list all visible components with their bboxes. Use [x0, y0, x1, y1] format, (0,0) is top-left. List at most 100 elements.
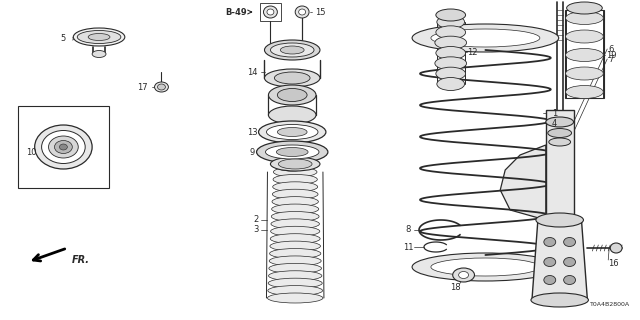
Ellipse shape: [276, 148, 308, 156]
Text: T0A4B2800A: T0A4B2800A: [590, 301, 630, 307]
Ellipse shape: [266, 145, 319, 159]
Text: 7: 7: [608, 54, 614, 63]
Ellipse shape: [566, 85, 604, 99]
Ellipse shape: [269, 263, 321, 273]
Polygon shape: [532, 220, 588, 300]
Ellipse shape: [275, 159, 310, 171]
Ellipse shape: [544, 258, 556, 267]
Ellipse shape: [273, 167, 317, 177]
Text: 9: 9: [250, 148, 255, 156]
Ellipse shape: [299, 9, 305, 15]
Ellipse shape: [60, 144, 67, 150]
Ellipse shape: [564, 276, 575, 284]
Ellipse shape: [154, 82, 168, 92]
Ellipse shape: [459, 271, 468, 278]
Text: 14: 14: [247, 68, 258, 76]
Ellipse shape: [564, 258, 575, 267]
Ellipse shape: [278, 159, 312, 169]
Text: 10: 10: [26, 148, 37, 156]
Ellipse shape: [295, 6, 309, 18]
Bar: [564, 10, 604, 98]
Ellipse shape: [271, 219, 319, 229]
Ellipse shape: [536, 213, 584, 227]
Text: 13: 13: [247, 127, 258, 137]
Text: 17: 17: [138, 83, 148, 92]
Ellipse shape: [88, 34, 110, 41]
Text: 16: 16: [608, 260, 619, 268]
Text: 11: 11: [403, 243, 413, 252]
Ellipse shape: [566, 67, 604, 80]
Ellipse shape: [548, 138, 571, 146]
Text: 18: 18: [451, 284, 461, 292]
Ellipse shape: [271, 157, 320, 171]
Ellipse shape: [269, 271, 322, 281]
Ellipse shape: [435, 57, 467, 70]
Text: 1: 1: [552, 108, 557, 117]
Ellipse shape: [74, 28, 125, 46]
Bar: [18, 106, 109, 188]
Text: 8: 8: [405, 226, 411, 235]
Ellipse shape: [431, 258, 540, 276]
Text: 19: 19: [606, 51, 617, 60]
Ellipse shape: [268, 285, 323, 296]
Ellipse shape: [264, 69, 320, 87]
Ellipse shape: [544, 276, 556, 284]
Text: 3: 3: [253, 226, 259, 235]
Polygon shape: [500, 145, 546, 220]
Ellipse shape: [436, 9, 465, 21]
Ellipse shape: [157, 84, 165, 90]
Ellipse shape: [275, 72, 310, 84]
Ellipse shape: [270, 234, 320, 244]
Ellipse shape: [269, 256, 321, 266]
Ellipse shape: [548, 129, 572, 138]
Ellipse shape: [544, 237, 556, 246]
Ellipse shape: [266, 124, 318, 140]
Text: 5: 5: [61, 34, 66, 43]
Ellipse shape: [566, 2, 602, 14]
Text: B-49: B-49: [225, 7, 246, 17]
Ellipse shape: [268, 278, 322, 288]
Ellipse shape: [257, 141, 328, 163]
Ellipse shape: [268, 106, 316, 124]
Ellipse shape: [452, 268, 474, 282]
Ellipse shape: [272, 197, 318, 207]
Ellipse shape: [412, 24, 559, 52]
Ellipse shape: [412, 253, 559, 281]
Ellipse shape: [92, 51, 106, 58]
Ellipse shape: [436, 67, 465, 80]
Text: 2: 2: [253, 215, 258, 225]
Text: FR.: FR.: [71, 255, 90, 265]
Ellipse shape: [264, 40, 320, 60]
Ellipse shape: [435, 36, 467, 49]
Ellipse shape: [267, 9, 274, 15]
Bar: [546, 110, 573, 240]
Ellipse shape: [566, 12, 604, 25]
Ellipse shape: [273, 174, 317, 184]
Ellipse shape: [277, 127, 307, 137]
Ellipse shape: [268, 85, 316, 105]
Ellipse shape: [42, 131, 85, 164]
Ellipse shape: [437, 77, 465, 91]
Ellipse shape: [277, 89, 307, 101]
Text: 15: 15: [315, 7, 326, 17]
Ellipse shape: [610, 243, 622, 253]
Ellipse shape: [273, 182, 317, 192]
Ellipse shape: [437, 15, 465, 28]
Ellipse shape: [264, 6, 277, 18]
Ellipse shape: [566, 30, 604, 43]
Ellipse shape: [566, 49, 604, 61]
Ellipse shape: [280, 46, 304, 54]
Ellipse shape: [546, 117, 573, 127]
Ellipse shape: [436, 26, 465, 39]
Ellipse shape: [436, 46, 465, 60]
Ellipse shape: [564, 237, 575, 246]
Ellipse shape: [268, 293, 323, 303]
Text: 12: 12: [468, 47, 478, 57]
Ellipse shape: [77, 30, 121, 44]
Ellipse shape: [271, 226, 320, 236]
Ellipse shape: [35, 125, 92, 169]
Ellipse shape: [54, 140, 72, 154]
Ellipse shape: [259, 121, 326, 143]
Ellipse shape: [431, 29, 540, 47]
Ellipse shape: [270, 241, 321, 251]
